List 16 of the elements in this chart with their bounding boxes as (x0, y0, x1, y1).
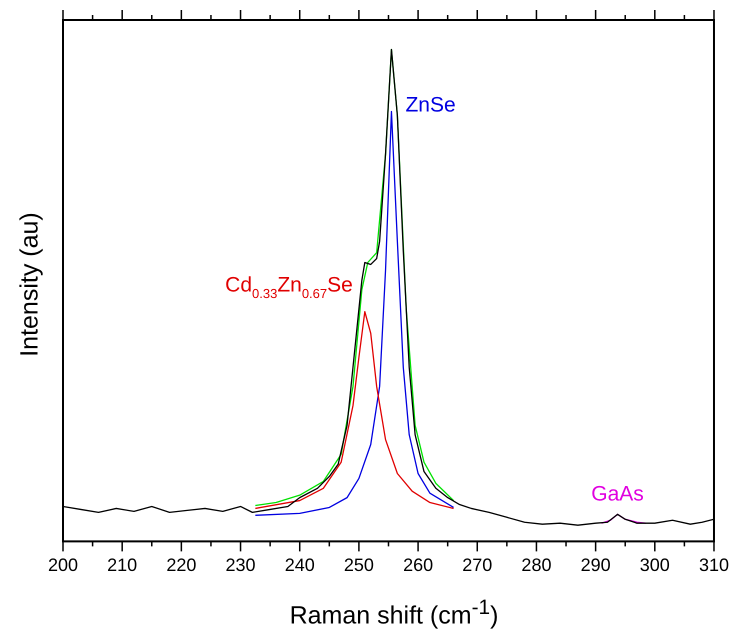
series-label: GaAs (591, 482, 644, 506)
series-label: ZnSe (405, 93, 456, 116)
x-tick-label: 230 (226, 555, 256, 576)
x-tick-label: 310 (698, 555, 730, 576)
x-tick-label: 240 (284, 555, 315, 576)
y-axis-title: Intensity (au) (16, 211, 44, 359)
x-tick-label: 280 (521, 555, 552, 576)
x-tick-label: 210 (107, 555, 138, 576)
x-tick-label: 220 (166, 555, 196, 576)
x-tick-label: 250 (344, 555, 374, 576)
x-tick-label: 260 (403, 555, 434, 576)
x-tick-label: 270 (462, 555, 492, 576)
x-tick-label: 290 (580, 555, 611, 576)
x-axis-title: Raman shift (cm$^{-1}$) (288, 596, 500, 630)
x-tick-label: 200 (48, 555, 78, 576)
x-tick-label: 300 (640, 555, 670, 576)
